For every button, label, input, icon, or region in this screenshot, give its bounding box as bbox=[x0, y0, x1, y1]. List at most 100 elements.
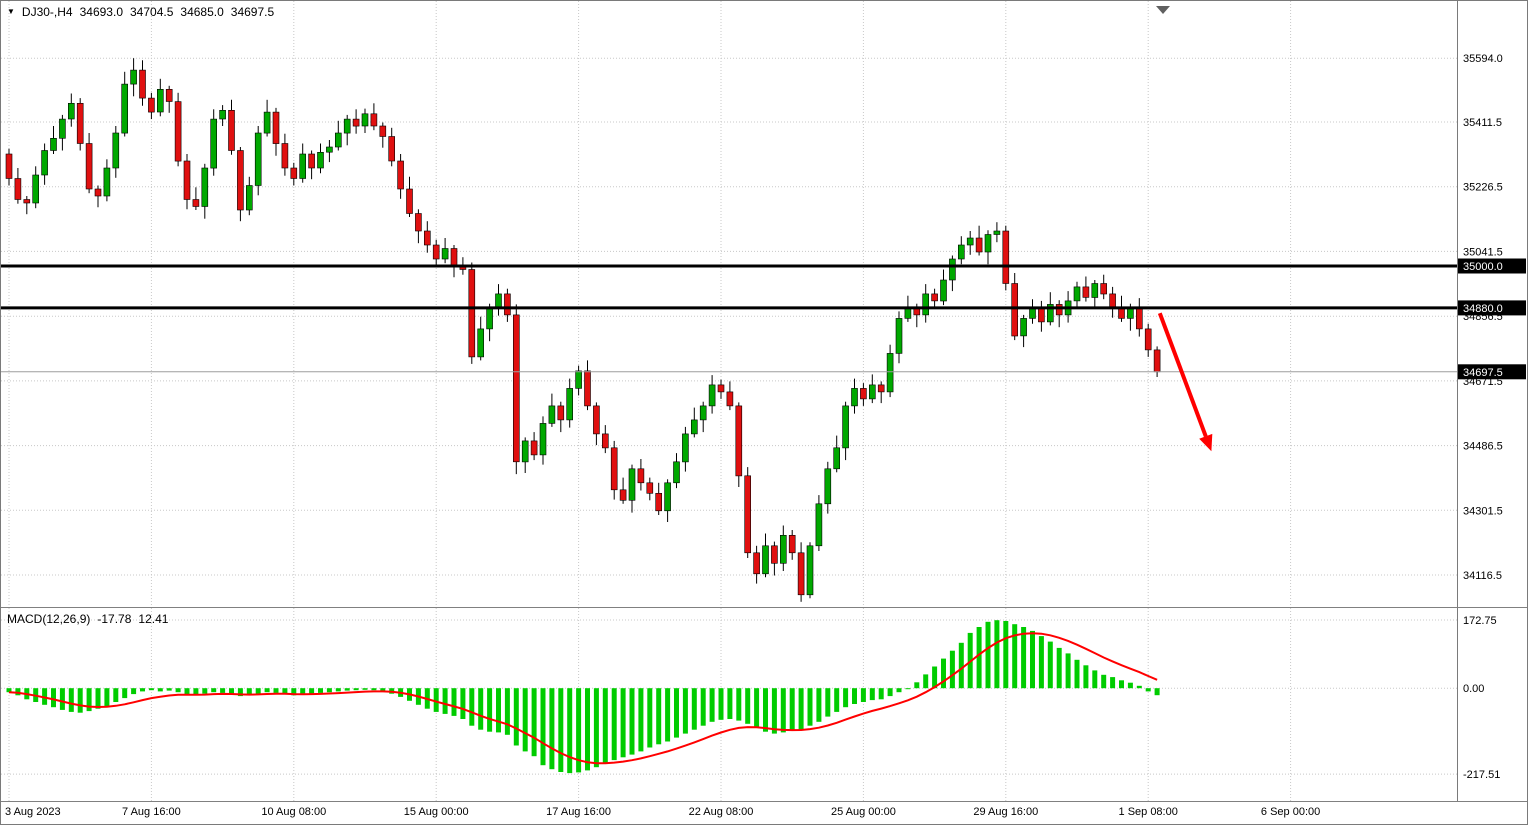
macd-bar bbox=[77, 688, 83, 713]
candle bbox=[566, 378, 574, 428]
macd-bar bbox=[113, 688, 119, 702]
candle bbox=[228, 99, 235, 155]
price-chart[interactable]: 35594.035411.535226.535041.534856.534671… bbox=[1, 1, 1528, 607]
candles-layer bbox=[5, 58, 1161, 602]
candle bbox=[246, 176, 253, 216]
macd-bar bbox=[131, 688, 137, 695]
price-tick-label: 35411.5 bbox=[1463, 117, 1502, 129]
candle bbox=[682, 426, 689, 472]
candle bbox=[308, 150, 315, 180]
macd-bar bbox=[1003, 621, 1009, 689]
candle bbox=[877, 381, 885, 404]
candle bbox=[139, 60, 146, 106]
price-axis[interactable]: 35594.035411.535226.535041.534856.534671… bbox=[1463, 53, 1503, 582]
candle bbox=[1136, 298, 1143, 337]
ohlc-open: 34693.0 bbox=[79, 5, 123, 19]
macd-bar bbox=[682, 688, 688, 734]
candle bbox=[201, 163, 209, 219]
candle bbox=[192, 187, 200, 210]
candle bbox=[1153, 346, 1161, 377]
macd-bar bbox=[843, 688, 849, 708]
macd-bar bbox=[282, 688, 288, 695]
candle bbox=[601, 425, 609, 454]
candle bbox=[690, 407, 698, 438]
candle bbox=[762, 533, 769, 578]
candle bbox=[495, 284, 502, 316]
candle bbox=[68, 93, 75, 127]
candle bbox=[1100, 274, 1107, 300]
candle bbox=[441, 238, 449, 264]
macd-bar bbox=[211, 688, 217, 693]
macd-bar bbox=[1047, 641, 1053, 689]
candle bbox=[281, 133, 289, 176]
down-arrow-annotation[interactable] bbox=[1157, 312, 1213, 452]
macd-tick-label: 0.00 bbox=[1463, 683, 1484, 695]
symbol-menu-icon[interactable]: ▼ bbox=[7, 7, 15, 16]
macd-bar bbox=[353, 688, 359, 691]
candle bbox=[237, 147, 244, 222]
macd-bar bbox=[1012, 624, 1018, 689]
macd-bar bbox=[15, 688, 21, 696]
candle bbox=[512, 304, 520, 475]
candle bbox=[699, 401, 707, 433]
macd-bar bbox=[754, 688, 760, 728]
macd-bar bbox=[932, 666, 938, 689]
macd-bar bbox=[237, 688, 243, 697]
time-axis[interactable]: 3 Aug 2023 7 Aug 16:00 10 Aug 08:00 15 Aug … bbox=[1, 801, 1527, 824]
time-axis-label: 17 Aug 16:00 bbox=[546, 806, 612, 818]
candle bbox=[833, 435, 841, 473]
candle bbox=[860, 383, 867, 406]
macd-bar bbox=[834, 688, 840, 712]
macd-bar bbox=[807, 688, 813, 726]
candle bbox=[5, 148, 13, 186]
candle bbox=[406, 176, 413, 217]
macd-bar bbox=[1056, 647, 1062, 689]
candle bbox=[628, 464, 636, 513]
candle bbox=[183, 154, 191, 210]
candle bbox=[423, 221, 431, 253]
candle bbox=[148, 92, 155, 120]
candle bbox=[655, 482, 663, 515]
chart-shift-marker-icon[interactable] bbox=[1156, 6, 1170, 14]
macd-bar bbox=[380, 688, 386, 692]
macd-bar bbox=[674, 688, 679, 738]
ohlc-low: 34685.0 bbox=[180, 5, 224, 19]
macd-bar bbox=[816, 688, 822, 722]
candle bbox=[922, 284, 930, 323]
candle bbox=[326, 140, 333, 163]
macd-bar bbox=[869, 688, 875, 701]
macd-name: MACD(12,26,9) bbox=[7, 612, 91, 626]
macd-bar bbox=[611, 688, 617, 761]
macd-bar bbox=[1021, 627, 1027, 689]
candle bbox=[76, 98, 84, 151]
resistance-price-label bbox=[1458, 258, 1526, 274]
macd-bar bbox=[175, 688, 181, 693]
candle bbox=[272, 107, 280, 156]
macd-bar bbox=[771, 688, 777, 734]
macd-bar bbox=[140, 688, 145, 692]
candle bbox=[824, 461, 832, 514]
candle bbox=[975, 225, 983, 256]
macd-bar bbox=[1030, 630, 1035, 689]
macd-bar bbox=[905, 688, 911, 690]
candle bbox=[886, 344, 894, 398]
main-gridlines bbox=[1, 1, 1457, 607]
macd-bar bbox=[291, 688, 297, 696]
candle bbox=[14, 168, 22, 204]
candle bbox=[397, 154, 404, 199]
candle bbox=[112, 126, 120, 178]
macd-bar bbox=[1136, 685, 1142, 689]
candle bbox=[219, 105, 226, 126]
macd-axis[interactable]: 172.75 0.00 -217.51 bbox=[1463, 615, 1500, 781]
macd-bar bbox=[122, 688, 128, 699]
macd-bar bbox=[941, 658, 946, 689]
macd-bar bbox=[300, 688, 306, 695]
candle bbox=[1029, 299, 1036, 324]
candle bbox=[664, 479, 671, 522]
candle bbox=[343, 114, 351, 146]
time-axis-label: 10 Aug 08:00 bbox=[261, 806, 327, 818]
macd-bar bbox=[1119, 680, 1124, 689]
macd-chart[interactable]: 172.75 0.00 -217.51 bbox=[1, 608, 1528, 801]
candle bbox=[415, 209, 422, 244]
macd-bar bbox=[549, 688, 555, 770]
